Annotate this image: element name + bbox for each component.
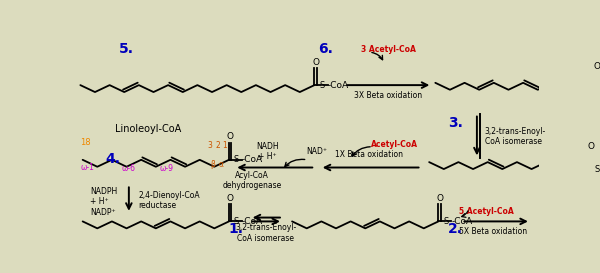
Text: -CoA: -CoA [242,155,263,164]
Text: 3 Acetyl-CoA: 3 Acetyl-CoA [361,45,416,54]
Text: O: O [227,194,233,203]
Text: ω-9: ω-9 [160,164,173,173]
Text: NADP⁺: NADP⁺ [91,208,116,217]
Text: 3,2-trans-Enoyl-
CoA isomerase: 3,2-trans-Enoyl- CoA isomerase [485,127,546,146]
Text: ω-1: ω-1 [80,163,94,172]
Text: S: S [319,81,325,90]
Text: 3: 3 [207,141,212,150]
Text: NAD⁺: NAD⁺ [306,147,327,156]
Text: 2: 2 [215,141,220,150]
Text: 18: 18 [80,138,91,147]
Text: β: β [210,160,215,169]
Text: 1.: 1. [229,222,244,236]
Text: O: O [594,62,600,71]
Text: 3.: 3. [448,116,463,130]
Text: Acetyl-CoA: Acetyl-CoA [371,140,418,149]
Text: Linoleoyl-CoA: Linoleoyl-CoA [115,124,181,135]
Text: 3,2-trans-Enoyl-
CoA isomerase: 3,2-trans-Enoyl- CoA isomerase [235,223,296,243]
Text: S: S [595,165,600,174]
Text: S: S [233,217,239,226]
Text: O: O [312,58,319,67]
Text: 5 Acetyl-CoA: 5 Acetyl-CoA [459,207,514,216]
Text: ω-6: ω-6 [121,164,135,173]
Text: Acyl-CoA
dehydrogenase: Acyl-CoA dehydrogenase [223,171,281,190]
Text: S: S [233,155,239,164]
Text: 1: 1 [222,141,227,150]
Text: O: O [436,194,443,203]
Text: NADPH
+ H⁺: NADPH + H⁺ [91,187,118,206]
Text: 2,4-Dienoyl-CoA
reductase: 2,4-Dienoyl-CoA reductase [138,191,200,210]
Text: α: α [218,160,224,169]
Text: O: O [588,142,595,151]
Text: 1X Beta oxidation: 1X Beta oxidation [335,150,403,159]
Text: 5X Beta oxidation: 5X Beta oxidation [459,227,527,236]
Text: -CoA: -CoA [451,217,473,226]
Text: 6.: 6. [319,41,334,55]
Text: S: S [443,217,448,226]
Text: O: O [227,132,233,141]
Text: 5.: 5. [119,41,134,55]
Text: -CoA: -CoA [328,81,349,90]
Text: 3X Beta oxidation: 3X Beta oxidation [354,91,422,100]
Text: NADH
+ H⁺: NADH + H⁺ [256,142,279,161]
Text: -CoA: -CoA [242,217,263,226]
Text: 4.: 4. [105,152,120,166]
Text: 2.: 2. [448,222,463,236]
